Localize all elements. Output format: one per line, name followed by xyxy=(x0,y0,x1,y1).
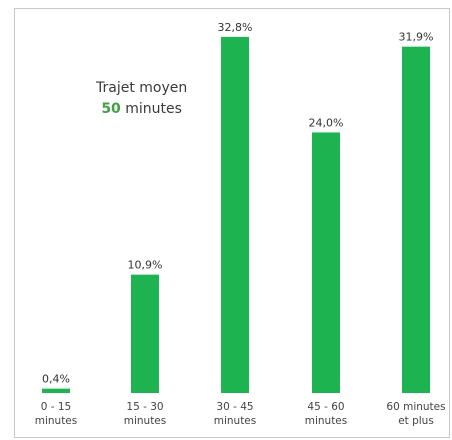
bar xyxy=(312,132,340,393)
value-label: 31,9% xyxy=(399,31,434,44)
bar xyxy=(131,274,159,393)
annotation-line: 50 minutes xyxy=(96,99,187,120)
bar xyxy=(221,36,249,394)
value-label: 24,0% xyxy=(309,116,344,129)
x-tick-label: 60 minutes et plus xyxy=(386,401,446,427)
annotation-value: 50 xyxy=(101,101,121,117)
x-tick-label: 45 - 60 minutes xyxy=(304,401,348,427)
chart-frame xyxy=(14,8,450,438)
x-tick-label: 0 - 15 minutes xyxy=(34,401,78,427)
annotation-title: Trajet moyen xyxy=(96,80,188,96)
annotation-unit: minutes xyxy=(125,101,182,117)
bar xyxy=(402,46,430,394)
value-label: 10,9% xyxy=(128,259,163,272)
x-tick-label: 30 - 45 minutes xyxy=(213,401,257,427)
value-label: 32,8% xyxy=(218,21,253,34)
value-label: 0,4% xyxy=(42,373,70,386)
bar xyxy=(42,388,70,393)
annotation: Trajet moyen 50 minutes xyxy=(96,78,187,120)
x-tick-label: 15 - 30 minutes xyxy=(123,401,167,427)
